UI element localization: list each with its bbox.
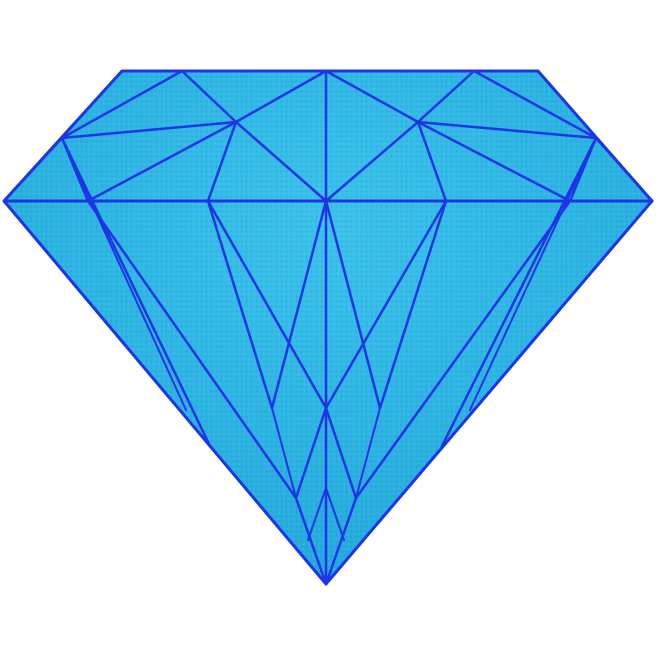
pavilion-facet xyxy=(86,199,298,500)
crown-facet xyxy=(2,136,64,203)
pavilion-facet xyxy=(324,199,448,410)
crown-facet xyxy=(594,136,654,203)
pavilion-facet xyxy=(378,199,448,410)
crown-facet xyxy=(60,69,184,140)
pavilion-facet xyxy=(324,406,358,500)
pavilion-facet xyxy=(307,487,327,541)
crown-facet xyxy=(416,120,598,140)
pavilion-facet xyxy=(354,199,572,500)
pavilion-facet xyxy=(294,406,328,500)
pavilion-facet xyxy=(271,407,297,499)
crown-facet xyxy=(416,120,448,203)
crown-facet xyxy=(416,120,572,203)
pavilion-facet xyxy=(206,199,274,410)
pavilion-facet xyxy=(440,136,598,448)
diamond-texture xyxy=(4,71,652,584)
pavilion-facet xyxy=(206,199,328,410)
pavilion-facet xyxy=(294,496,328,586)
crown-facet xyxy=(180,69,238,124)
crown-facet xyxy=(60,120,238,140)
facet-lines xyxy=(2,69,654,586)
crown-facet xyxy=(234,120,328,203)
pavilion-facet xyxy=(469,137,597,411)
crown-facet xyxy=(206,120,238,203)
crown-facet xyxy=(86,120,238,203)
pavilion-facet xyxy=(60,136,212,448)
pavilion-facet xyxy=(324,496,358,586)
pavilion-facet xyxy=(325,487,345,541)
crown-facet xyxy=(324,69,420,124)
pavilion-facet xyxy=(355,407,381,499)
crown-facet xyxy=(324,120,420,203)
pavilion-facet xyxy=(270,199,328,410)
crown-facet xyxy=(416,69,476,124)
pavilion-facet xyxy=(324,199,382,410)
crown-facet xyxy=(472,69,598,140)
diamond-icon xyxy=(2,69,654,586)
crown-facet xyxy=(234,69,328,124)
pavilion-facet xyxy=(61,137,187,411)
